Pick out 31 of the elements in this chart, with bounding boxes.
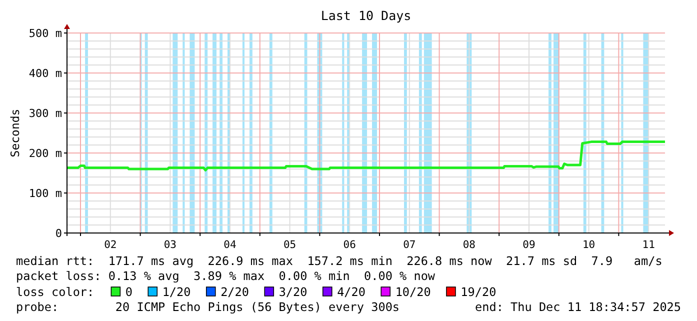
legend-title: loss color: [16,285,94,299]
legend-label: 1/20 [162,285,191,299]
y-tick-label: 400 m [28,67,62,80]
x-tick-label: 05 [283,239,296,251]
line-series [66,140,666,172]
legend-label: 3/20 [278,285,308,299]
y-axis-title: Seconds [8,108,22,158]
text: packet loss: 0.13 % avg 3.89 % max 0.00 % min 0.00 % now [16,269,436,283]
y-tick-label: 300 m [28,107,62,120]
legend-label: 4/20 [337,285,366,299]
x-tick-label: 06 [343,239,356,251]
x-tick-label: 07 [403,239,416,251]
x-tick-label: 08 [462,239,476,251]
x-tick-label: 09 [522,239,536,251]
chart-title: Last 10 Days [320,8,412,23]
text: probe: 20 ICMP Echo Pings (56 Bytes) every 300s [16,300,400,314]
legend-label: 0 [125,285,133,299]
x-tick-label: 10 [582,239,596,251]
legend-label: 2/20 [220,285,250,299]
x-tick-label: 11 [642,239,655,251]
y-tick-label: 100 m [28,187,62,200]
legend-label: 10/20 [395,285,431,299]
y-tick-label: 200 m [28,147,62,160]
y-tick-label: 500 m [28,27,62,40]
text: median rtt: 171.7 ms avg 226.9 ms max 157.2 ms min 226.8 ms now 21.7 ms sd 7.9 am/s [16,254,662,268]
legend-label: 19/20 [460,285,496,299]
text: end: Thu Dec 11 18:34:57 2025 [475,300,681,314]
y-tick-label: 0 [55,227,62,240]
x-tick-label: 04 [224,239,236,251]
x-tick-label: 03 [164,239,177,251]
x-tick-label: 02 [104,239,117,251]
